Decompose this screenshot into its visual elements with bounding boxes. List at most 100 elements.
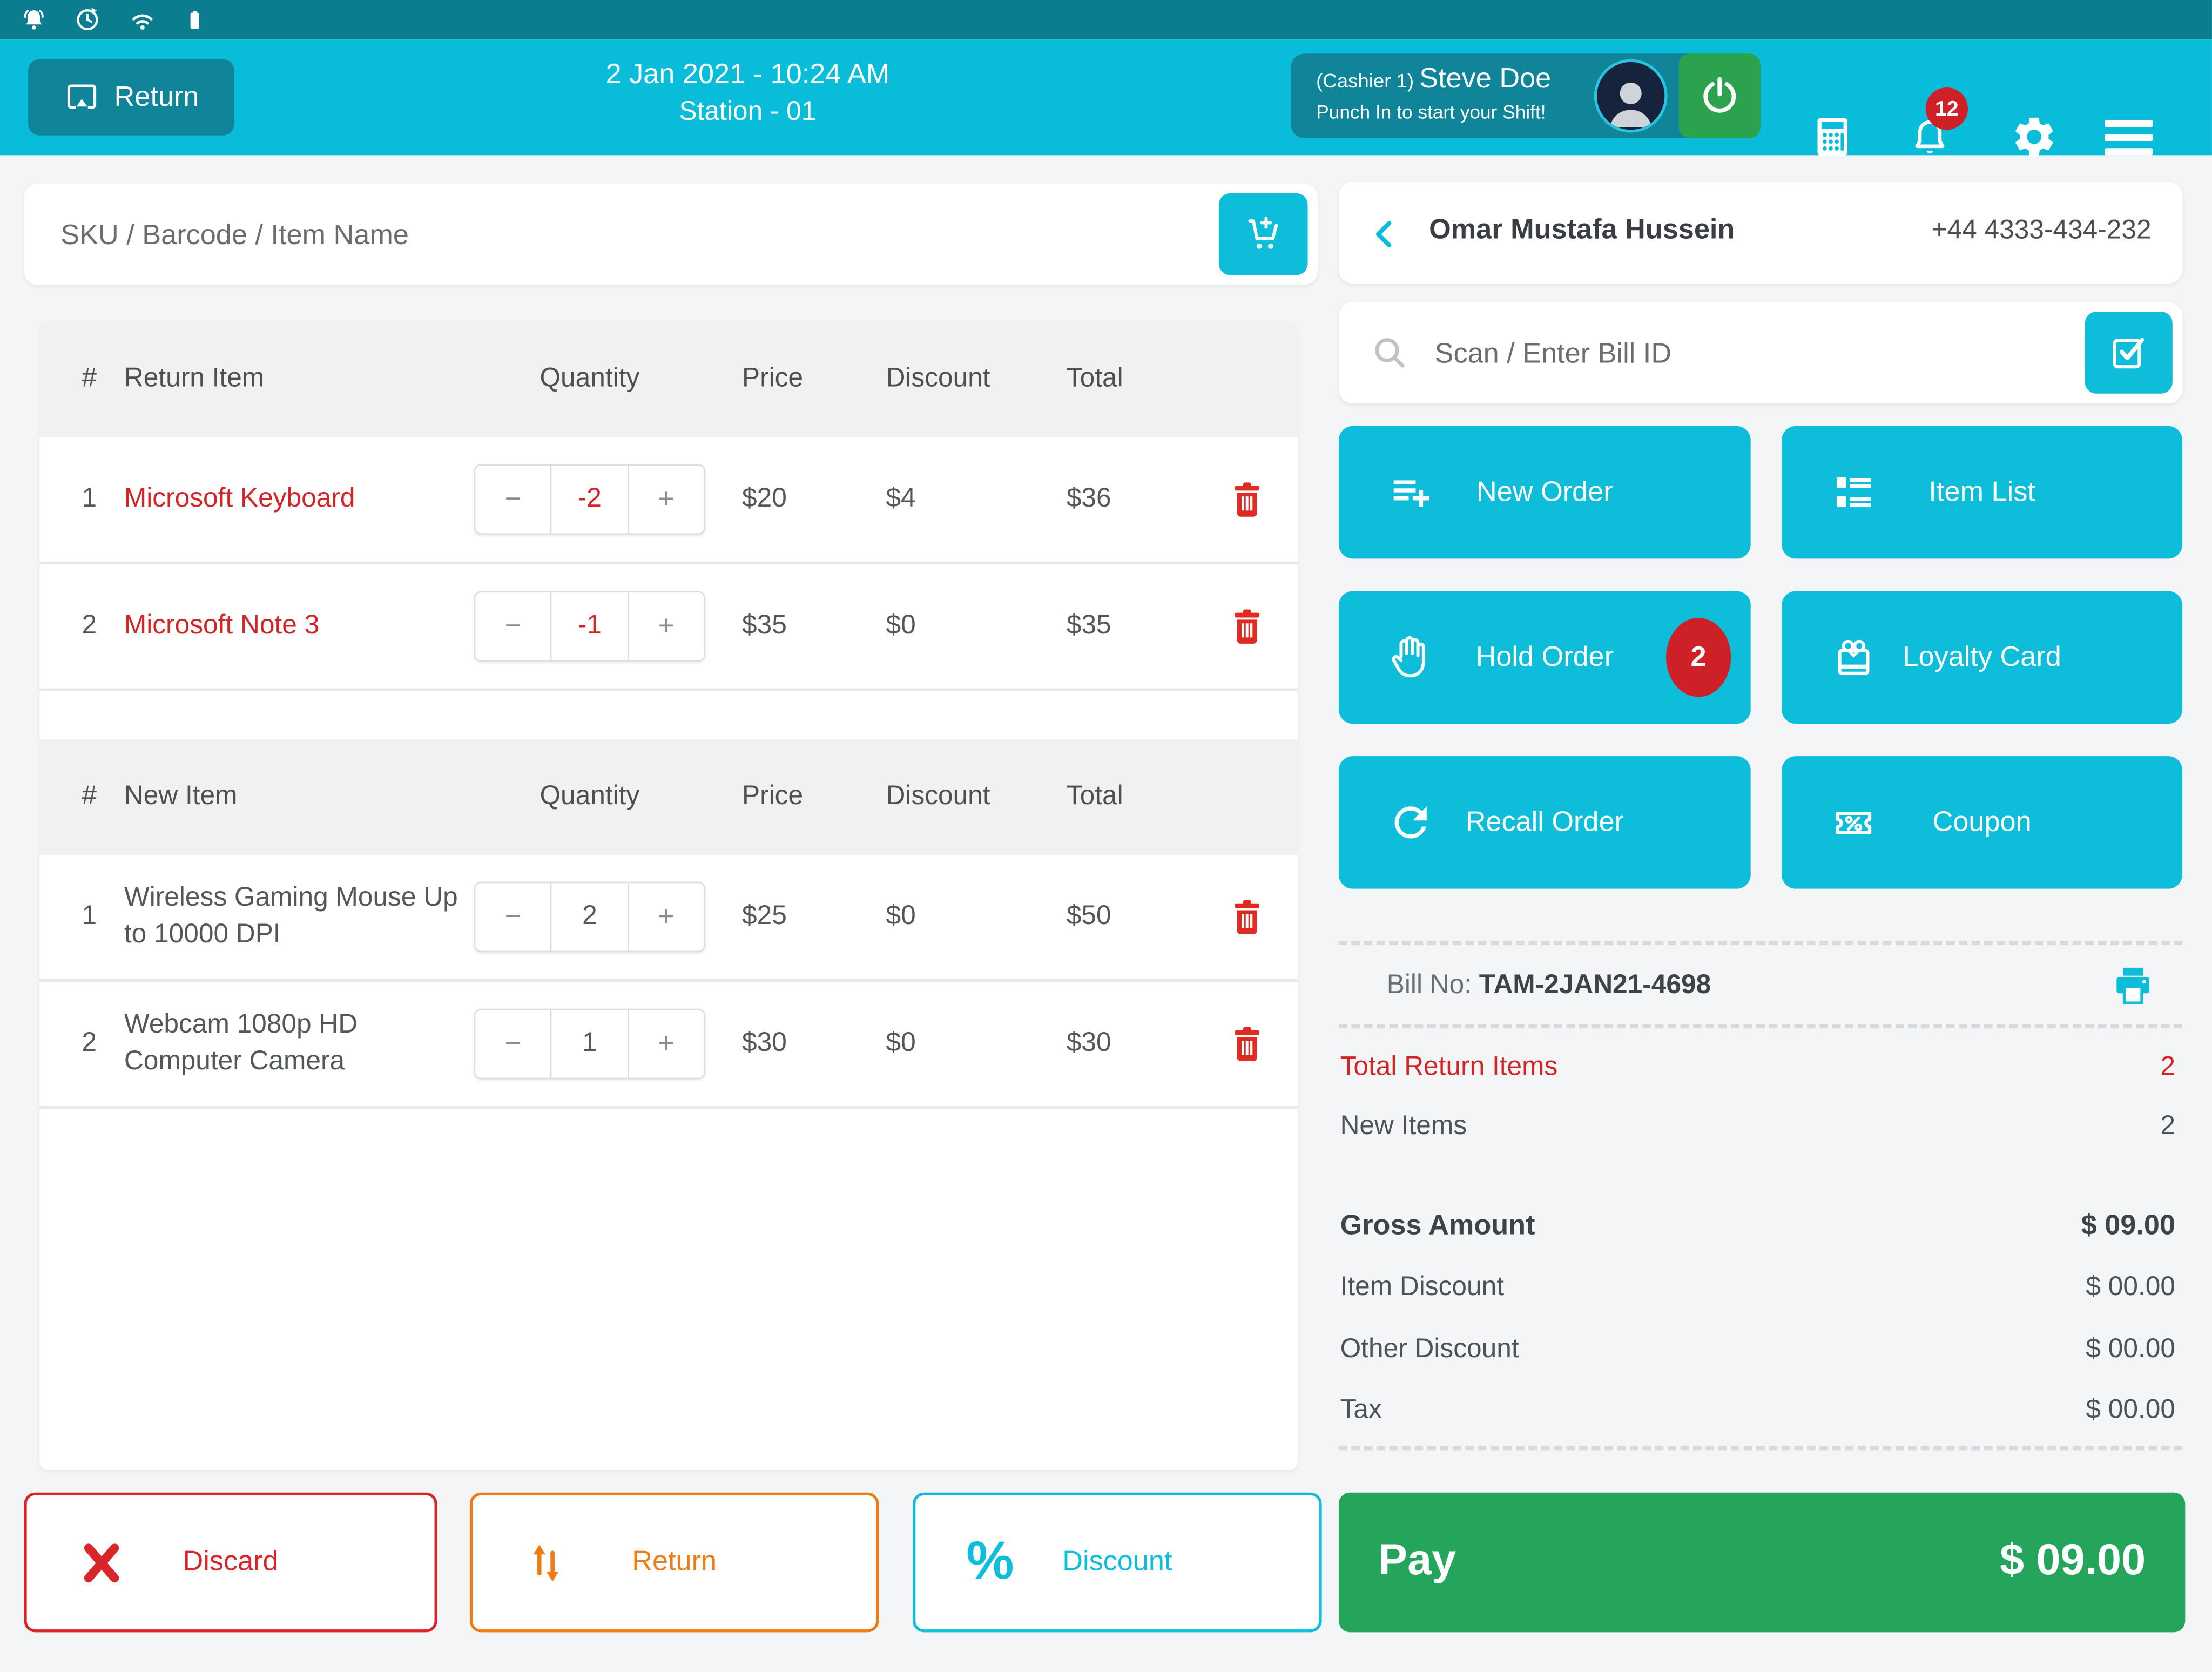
item-discount-label: Item Discount (1340, 1272, 1505, 1303)
print-button[interactable] (2109, 962, 2157, 1017)
delete-item-button[interactable] (1208, 1021, 1286, 1067)
cashier-avatar (1594, 59, 1668, 133)
order-items-card: # Return Item Quantity Price Discount To… (39, 321, 1298, 1470)
customer-card: Omar Mustafa Hussein +44 4333-434-232 (1338, 181, 2183, 284)
calculator-button[interactable] (1806, 110, 1859, 164)
return-item-row: 2 Microsoft Note 3 − -1 + $35 $0 $35 (39, 564, 1298, 691)
col-new-item: New Item (124, 781, 238, 812)
cashier-pill[interactable]: (Cashier 1) Steve Doe Punch In to start … (1291, 53, 1761, 138)
plus-button[interactable]: + (658, 483, 675, 515)
row-number: 1 (82, 901, 97, 932)
pay-amount: $ 09.00 (1999, 1535, 2146, 1585)
customer-phone: +44 4333-434-232 (1931, 215, 2152, 246)
recall-order-icon (1394, 806, 1427, 839)
minus-button[interactable]: − (504, 483, 522, 515)
settings-button[interactable] (2007, 110, 2061, 164)
item-search-input[interactable] (58, 183, 1051, 288)
quantity-stepper: − 2 + (474, 881, 706, 953)
back-button[interactable] (1370, 216, 1400, 260)
item-name: Webcam 1080p HD Computer Camera (124, 1010, 358, 1077)
header-bar: Return 2 Jan 2021 - 10:24 AM Station - 0… (0, 39, 2212, 156)
printer-icon (2116, 967, 2149, 1004)
pay-button[interactable]: Pay $ 09.00 (1338, 1492, 2186, 1633)
col-num: # (82, 363, 97, 394)
minus-button[interactable]: − (504, 610, 522, 642)
loyalty-card-label: Loyalty Card (1903, 641, 2061, 672)
updown-arrows-icon (533, 1543, 559, 1581)
recall-order-button[interactable]: Recall Order (1338, 756, 1751, 889)
loyalty-card-button[interactable]: Loyalty Card (1782, 591, 2183, 724)
confirm-bill-button[interactable] (2085, 312, 2173, 394)
bill-search-bar (1338, 302, 2183, 407)
quantity-value: -1 (550, 592, 629, 660)
item-total: $36 (1066, 483, 1111, 514)
menu-button[interactable] (2102, 110, 2155, 164)
col-price: Price (742, 363, 804, 394)
trash-icon (1235, 609, 1260, 644)
discount-button[interactable]: % Discount (913, 1492, 1322, 1633)
alarm-bell-icon (24, 10, 44, 30)
coupon-icon (1836, 812, 1872, 834)
item-name: Wireless Gaming Mouse Up to 10000 DPI (124, 883, 458, 950)
total-return-items-value: 2 (2160, 1052, 2176, 1082)
discard-button[interactable]: Discard (24, 1492, 437, 1633)
notifications-button[interactable]: 12 (1903, 87, 1968, 164)
trash-icon (1235, 1027, 1260, 1062)
refresh-clock-icon (77, 8, 98, 31)
new-table-header: # New Item Quantity Price Discount Total (39, 739, 1298, 855)
minus-button[interactable]: − (504, 1027, 522, 1059)
trash-icon (1235, 900, 1260, 934)
summary-row: Other Discount $ 00.00 (1340, 1334, 2181, 1371)
delete-item-button[interactable] (1208, 604, 1286, 649)
item-discount-value: $ 00.00 (2086, 1272, 2176, 1303)
col-total: Total (1066, 781, 1123, 812)
status-bar (0, 0, 2212, 40)
loyalty-card-icon (1838, 639, 1870, 676)
summary-row: Gross Amount $ 09.00 (1340, 1210, 2181, 1247)
summary-row: Item Discount $ 00.00 (1340, 1272, 2181, 1309)
discard-label: Discard (183, 1546, 279, 1577)
hold-order-button[interactable]: Hold Order 2 (1338, 591, 1751, 724)
bill-id-input[interactable] (1432, 302, 2030, 407)
check-square-icon (2113, 338, 2144, 369)
summary-row: New Items 2 (1340, 1111, 2181, 1148)
coupon-button[interactable]: Coupon (1782, 756, 2183, 889)
minus-button[interactable]: − (504, 900, 522, 932)
item-price: $20 (742, 483, 787, 514)
tax-label: Tax (1340, 1395, 1382, 1425)
item-discount: $0 (886, 1028, 916, 1059)
return-button[interactable]: Return (469, 1492, 879, 1633)
plus-button[interactable]: + (658, 900, 675, 932)
search-icon (1370, 333, 1409, 379)
new-items-label: New Items (1340, 1111, 1467, 1142)
plus-button[interactable]: + (658, 1027, 675, 1059)
chevron-left-icon (1375, 221, 1392, 248)
item-search-bar (24, 183, 1318, 288)
delete-item-button[interactable] (1208, 894, 1286, 940)
col-return-item: Return Item (124, 363, 265, 394)
item-list-button[interactable]: Item List (1782, 426, 2183, 559)
bill-label: Bill No: (1386, 970, 1479, 1001)
other-discount-value: $ 00.00 (2086, 1334, 2176, 1364)
header-station: Station - 01 (679, 97, 817, 127)
new-order-button[interactable]: New Order (1338, 426, 1751, 559)
item-list-label: Item List (1928, 476, 2035, 508)
add-to-cart-button[interactable] (1218, 193, 1308, 275)
punch-in-button[interactable] (1678, 53, 1761, 138)
header-datetime-block: 2 Jan 2021 - 10:24 AM Station - 01 (466, 55, 1030, 131)
quantity-value: 2 (550, 883, 629, 951)
gear-icon (2015, 117, 2053, 156)
return-mode-button[interactable]: Return (28, 59, 234, 136)
item-discount: $4 (886, 483, 916, 514)
delete-item-button[interactable] (1208, 477, 1286, 522)
customer-name: Omar Mustafa Hussein (1429, 214, 1735, 246)
item-name: Microsoft Note 3 (124, 611, 320, 641)
pay-label: Pay (1378, 1535, 1456, 1585)
plus-button[interactable]: + (658, 610, 675, 642)
row-number: 2 (82, 1028, 97, 1059)
coupon-label: Coupon (1932, 806, 2032, 838)
cast-return-icon (67, 84, 97, 111)
calculator-icon (1817, 118, 1848, 156)
row-number: 1 (82, 483, 97, 514)
